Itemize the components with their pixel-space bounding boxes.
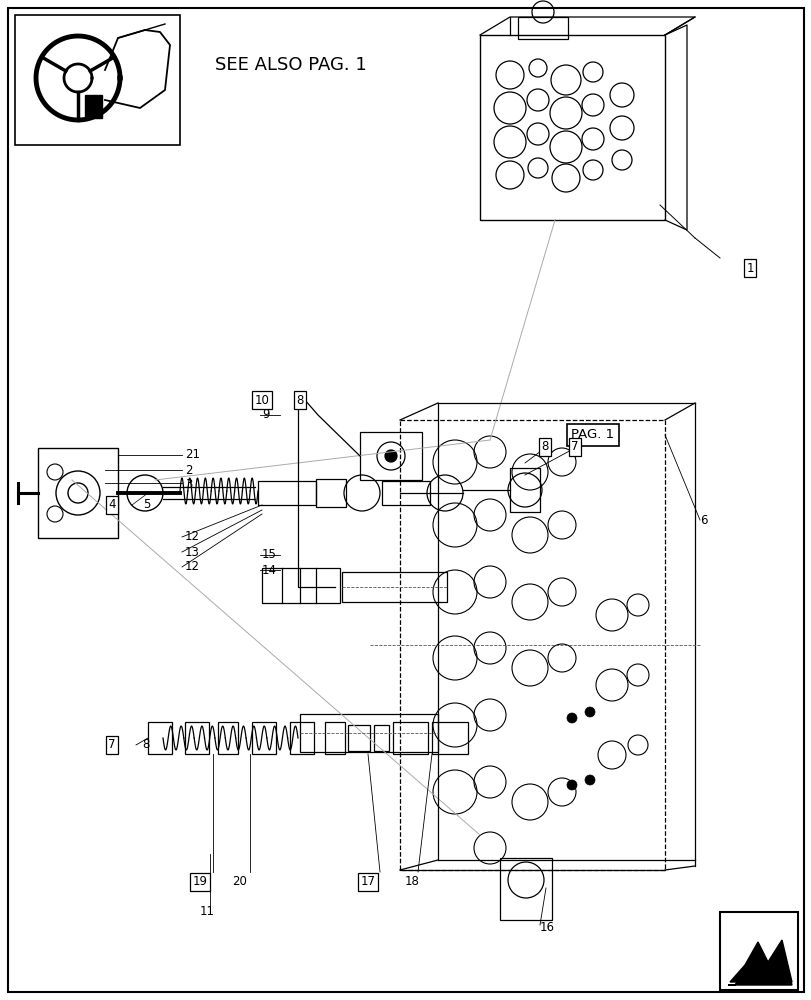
Bar [262, 568, 340, 603]
Bar [324, 722, 345, 754]
Bar [341, 572, 446, 602]
Text: 15: 15 [262, 548, 277, 562]
Polygon shape [727, 945, 791, 985]
Bar [38, 448, 118, 538]
Text: 1: 1 [745, 261, 753, 274]
Text: 14: 14 [262, 564, 277, 576]
Bar [400, 420, 664, 870]
Bar [290, 722, 314, 754]
Text: 10: 10 [255, 393, 269, 406]
Bar [348, 725, 370, 751]
Circle shape [566, 780, 577, 790]
Bar [15, 15, 180, 145]
Text: PAG. 1: PAG. 1 [571, 428, 614, 442]
Circle shape [584, 707, 594, 717]
Bar [719, 912, 797, 990]
Text: SEE ALSO PAG. 1: SEE ALSO PAG. 1 [215, 56, 367, 74]
Polygon shape [85, 95, 102, 118]
Text: 17: 17 [360, 876, 375, 888]
Text: 16: 16 [539, 921, 554, 934]
Text: 12: 12 [185, 530, 200, 544]
Bar [251, 722, 276, 754]
Text: 18: 18 [405, 876, 419, 888]
Text: 5: 5 [143, 498, 150, 512]
Text: 8: 8 [296, 393, 303, 406]
Bar [393, 722, 427, 754]
Text: 13: 13 [185, 546, 200, 558]
Text: 8: 8 [541, 440, 548, 454]
Text: 12: 12 [185, 560, 200, 574]
Bar [431, 722, 467, 754]
Bar [299, 714, 437, 752]
Bar [258, 481, 315, 505]
Bar [148, 722, 172, 754]
Circle shape [384, 450, 397, 462]
Circle shape [566, 713, 577, 723]
Text: 9: 9 [262, 408, 269, 422]
Text: 11: 11 [200, 905, 215, 918]
Text: 4: 4 [108, 498, 116, 512]
Bar [479, 35, 664, 220]
Text: 2: 2 [185, 464, 192, 477]
Bar [359, 432, 422, 480]
Bar [315, 479, 345, 507]
Bar [381, 481, 430, 505]
Bar [217, 722, 238, 754]
Text: 7: 7 [571, 440, 578, 454]
Text: 7: 7 [108, 738, 116, 752]
Text: 6: 6 [699, 514, 706, 526]
Polygon shape [729, 940, 791, 982]
Bar [517, 17, 568, 39]
Bar [509, 468, 539, 512]
Text: 21: 21 [185, 448, 200, 462]
Circle shape [584, 775, 594, 785]
Bar [374, 725, 388, 751]
Bar [185, 722, 208, 754]
Text: 3: 3 [185, 479, 192, 491]
Text: 8: 8 [142, 738, 149, 752]
Bar [500, 858, 551, 920]
Text: 20: 20 [232, 876, 247, 888]
Text: 19: 19 [192, 876, 208, 888]
